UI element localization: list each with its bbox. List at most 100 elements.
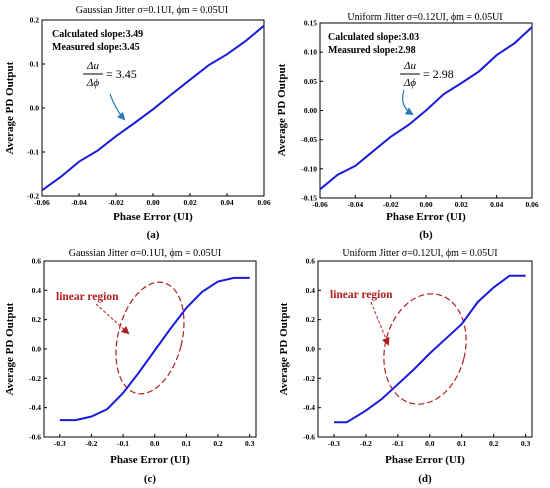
panel-c-y-tick-label: -0.2 <box>29 374 41 383</box>
panel-b-series-line <box>319 26 533 191</box>
panel-c-linear-region-label: linear region <box>56 291 119 303</box>
panel-c-x-tick-label: 0.0 <box>150 439 160 448</box>
panel-c: Gaussian Jitter σ=0.1UI, ϕm = 0.05UI -0.… <box>4 248 257 485</box>
panel-d-x-tick-label: 0.1 <box>457 439 467 448</box>
panel-c-x-tick-label: 0.3 <box>245 439 255 448</box>
panel-a-y-tick-label: 0.0 <box>30 104 40 113</box>
panel-d-x-tick-label: 0.2 <box>489 439 499 448</box>
panel-d-x-tick-label: -0.1 <box>392 439 404 448</box>
panel-a-y-axis-label: Average PD Output <box>4 61 16 154</box>
panel-a-ticks: -0.06 -0.04 -0.02 0.00 0.02 0.04 0.06 -0.2 -0.1 0… <box>27 16 271 208</box>
panel-b-x-tick-label: -0.06 <box>312 200 328 209</box>
panel-a-title: Gaussian Jitter σ=0.1UI, ϕm = 0.05UI <box>76 5 228 16</box>
panel-c-y-tick-label: -0.6 <box>29 433 41 442</box>
panel-d-caption: (d) <box>418 473 432 485</box>
panel-d-region-arrow <box>370 301 390 346</box>
panel-d-plot-frame <box>317 260 533 438</box>
panel-a-y-tick-label: -0.1 <box>27 148 39 157</box>
panel-c-x-tick-label: 0.1 <box>182 439 192 448</box>
panel-c-series-line <box>59 276 250 422</box>
panel-a-x-tick-label: 0.04 <box>220 198 233 207</box>
panel-d-x-tick-label: -0.3 <box>328 439 340 448</box>
panel-c-y-axis-label: Average PD Output <box>4 302 16 395</box>
panel-c-x-tick-label: -0.3 <box>54 439 66 448</box>
panel-a: Gaussian Jitter σ=0.1UI, ϕm = 0.05UI -0.… <box>4 5 271 241</box>
panel-d-y-tick-label: 0.0 <box>306 345 316 354</box>
panel-b-title: Uniform Jitter σ=0.12UI, ϕm = 0.05UI <box>347 12 502 23</box>
panel-b-caption: (b) <box>419 229 433 241</box>
panel-b-measured-slope: Measured slope:2.98 <box>328 45 416 56</box>
panel-b-slope-arrow <box>402 89 414 116</box>
panel-b-x-axis-label: Phase Error (UI) <box>386 211 466 223</box>
panel-b-x-tick-label: 0.02 <box>455 200 468 209</box>
panel-a-y-tick-label: 0.2 <box>30 16 40 25</box>
panel-b-x-tick-label: 0.04 <box>490 200 503 209</box>
panel-b-y-tick-label: 0.00 <box>304 106 317 115</box>
panel-c-y-tick-label: 0.4 <box>32 286 42 295</box>
panel-c-x-tick-label: 0.2 <box>213 439 223 448</box>
panel-d-series-line <box>334 274 526 424</box>
panel-d: Uniform Jitter σ=0.12UI, ϕm = 0.05UI -0.… <box>278 248 533 485</box>
panel-d-y-tick-label: 0.2 <box>306 315 316 324</box>
panel-c-linear-region-ellipse <box>115 281 185 395</box>
panel-b-x-tick-label: 0.00 <box>419 200 432 209</box>
panel-b-calculated-slope: Calculated slope:3.03 <box>328 32 419 43</box>
panel-c-y-tick-label: -0.4 <box>29 403 41 412</box>
panel-c-ticks: -0.3 -0.2 -0.1 0.0 0.1 0.2 0.3 -0.6 -0.4 -0.2 0.0 0… <box>29 257 254 449</box>
panel-d-title: Uniform Jitter σ=0.12UI, ϕm = 0.05UI <box>342 248 497 259</box>
panel-c-y-tick-label: 0.2 <box>32 315 42 324</box>
panel-b-x-tick-label: -0.04 <box>348 200 364 209</box>
panel-c-y-tick-label: 0.6 <box>32 257 42 266</box>
panel-b: Uniform Jitter σ=0.12UI, ϕm = 0.05UI -0.… <box>276 12 539 241</box>
panel-c-title: Gaussian Jitter σ=0.1UI, ϕm = 0.05UI <box>69 248 221 259</box>
panel-b-y-tick-label: 0.10 <box>304 48 317 57</box>
panel-c-caption: (c) <box>144 473 157 485</box>
panel-b-y-tick-label: -0.15 <box>301 194 317 203</box>
panel-d-ticks: -0.3 -0.2 -0.1 0.0 0.1 0.2 0.3 -0.6 -0.4 -0.2 0.0 0… <box>303 257 530 449</box>
panel-d-x-tick-label: 0.0 <box>425 439 435 448</box>
panel-d-y-tick-label: -0.4 <box>303 403 315 412</box>
panel-d-linear-region-ellipse <box>383 293 467 405</box>
panel-c-y-tick-label: 0.0 <box>32 345 42 354</box>
panel-a-x-axis-label: Phase Error (UI) <box>113 211 193 223</box>
panel-b-y-tick-label: 0.15 <box>304 19 317 28</box>
panel-d-x-tick-label: 0.3 <box>521 439 531 448</box>
panel-a-slope-value: = 3.45 <box>106 67 137 81</box>
panel-a-x-tick-label: 0.02 <box>183 198 196 207</box>
panel-a-measured-slope: Measured slope:3.45 <box>52 42 140 53</box>
panel-d-y-tick-label: 0.6 <box>306 257 316 266</box>
panel-b-y-axis-label: Average PD Output <box>276 63 288 156</box>
panel-c-region-arrow <box>95 303 130 335</box>
panel-d-x-axis-label: Phase Error (UI) <box>385 454 465 466</box>
panel-a-x-tick-label: -0.04 <box>71 198 87 207</box>
panel-d-y-axis-label: Average PD Output <box>278 302 290 395</box>
panel-a-series-line <box>41 24 265 192</box>
panel-a-y-tick-label: -0.2 <box>27 192 39 201</box>
panel-c-x-axis-label: Phase Error (UI) <box>110 454 190 466</box>
panel-a-caption: (a) <box>147 229 160 241</box>
panel-b-ticks: -0.06 -0.04 -0.02 0.00 0.02 0.04 0.06 -0.15 -0.1… <box>301 19 538 210</box>
panel-b-slope-value: = 2.98 <box>423 67 454 81</box>
panel-a-calculated-slope: Calculated slope:3.49 <box>52 29 143 40</box>
panel-b-y-tick-label: 0.05 <box>304 77 317 86</box>
panel-a-x-tick-label: 0.00 <box>146 198 159 207</box>
panel-a-x-tick-label: 0.06 <box>257 198 270 207</box>
panel-b-slope-numerator: Δu <box>403 60 416 72</box>
panel-a-x-tick-label: -0.06 <box>34 198 50 207</box>
panel-d-linear-region-label: linear region <box>330 289 393 301</box>
panel-d-y-tick-label: 0.4 <box>306 286 316 295</box>
panel-b-y-tick-label: -0.05 <box>301 135 317 144</box>
panel-a-x-tick-label: -0.02 <box>108 198 124 207</box>
panel-d-y-tick-label: -0.6 <box>303 433 315 442</box>
panel-c-x-tick-label: -0.2 <box>86 439 98 448</box>
panel-d-y-tick-label: -0.2 <box>303 374 315 383</box>
panel-a-slope-arrow <box>109 93 126 121</box>
panel-b-x-tick-label: 0.06 <box>525 200 538 209</box>
panel-b-y-tick-label: -0.10 <box>301 164 317 173</box>
panel-c-x-tick-label: -0.1 <box>117 439 129 448</box>
panel-c-plot-frame <box>43 260 257 438</box>
panel-a-slope-numerator: Δu <box>86 60 99 72</box>
panel-b-x-tick-label: -0.02 <box>383 200 399 209</box>
panel-a-y-tick-label: 0.1 <box>30 60 40 69</box>
